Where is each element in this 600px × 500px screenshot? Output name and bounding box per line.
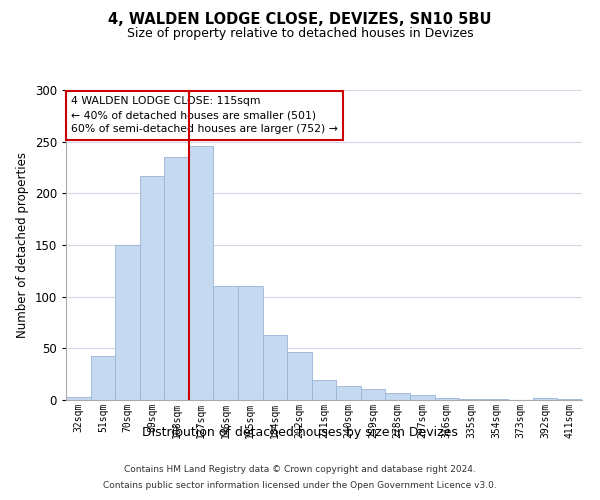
Text: Contains public sector information licensed under the Open Government Licence v3: Contains public sector information licen…	[103, 480, 497, 490]
Bar	[533, 398, 557, 400]
Bar	[91, 356, 115, 400]
Bar	[484, 399, 508, 400]
Bar	[459, 399, 484, 400]
Bar	[385, 393, 410, 400]
Bar	[115, 245, 140, 400]
Bar	[214, 286, 238, 400]
Text: Contains HM Land Registry data © Crown copyright and database right 2024.: Contains HM Land Registry data © Crown c…	[124, 466, 476, 474]
Bar	[434, 398, 459, 400]
Bar	[238, 286, 263, 400]
Bar	[336, 386, 361, 400]
Bar	[140, 176, 164, 400]
Bar	[66, 397, 91, 400]
Bar	[410, 395, 434, 400]
Text: Distribution of detached houses by size in Devizes: Distribution of detached houses by size …	[142, 426, 458, 439]
Bar	[263, 335, 287, 400]
Bar	[287, 352, 312, 400]
Text: 4, WALDEN LODGE CLOSE, DEVIZES, SN10 5BU: 4, WALDEN LODGE CLOSE, DEVIZES, SN10 5BU	[108, 12, 492, 28]
Bar	[189, 146, 214, 400]
Text: 4 WALDEN LODGE CLOSE: 115sqm
← 40% of detached houses are smaller (501)
60% of s: 4 WALDEN LODGE CLOSE: 115sqm ← 40% of de…	[71, 96, 338, 134]
Bar	[312, 380, 336, 400]
Bar	[557, 399, 582, 400]
Bar	[164, 157, 189, 400]
Text: Size of property relative to detached houses in Devizes: Size of property relative to detached ho…	[127, 28, 473, 40]
Bar	[361, 388, 385, 400]
Y-axis label: Number of detached properties: Number of detached properties	[16, 152, 29, 338]
